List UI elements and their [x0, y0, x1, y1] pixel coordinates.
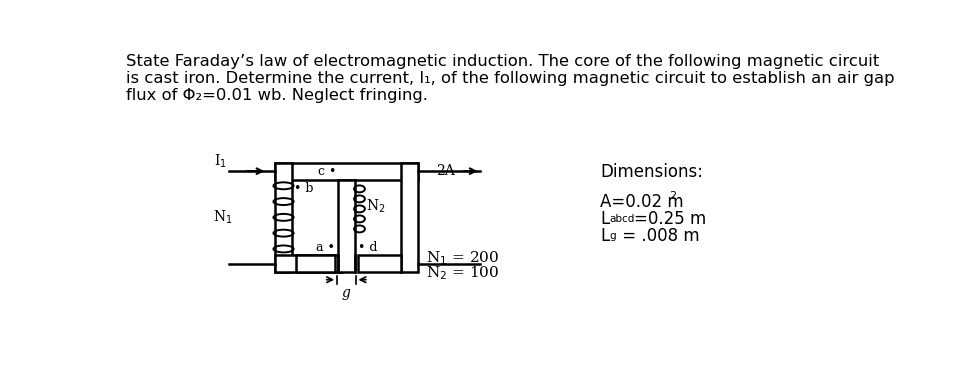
Text: • d: • d	[358, 240, 377, 254]
Text: State Faraday’s law of electromagnetic induction. The core of the following magn: State Faraday’s law of electromagnetic i…	[126, 54, 879, 69]
Text: L: L	[601, 227, 610, 245]
Text: c •: c •	[318, 165, 336, 178]
Text: N$_1$ = 200: N$_1$ = 200	[426, 249, 499, 267]
Text: g: g	[342, 286, 350, 300]
Text: =0.25 m: =0.25 m	[634, 211, 706, 229]
Text: A=0.02 m: A=0.02 m	[601, 193, 684, 211]
Bar	[275, 255, 343, 272]
Text: 2: 2	[669, 191, 676, 201]
Text: I$_1$: I$_1$	[214, 152, 227, 170]
Bar	[338, 180, 355, 272]
Text: • b: • b	[294, 182, 313, 195]
Bar	[296, 255, 335, 272]
Bar	[275, 163, 419, 180]
Bar	[358, 255, 401, 272]
Text: abcd: abcd	[609, 214, 635, 224]
Text: = .008 m: = .008 m	[616, 227, 700, 245]
Text: Dimensions:: Dimensions:	[601, 163, 704, 181]
Bar	[401, 163, 419, 272]
Bar	[275, 163, 292, 272]
Text: a •: a •	[316, 240, 335, 254]
Text: 2A: 2A	[436, 164, 455, 178]
Text: N$_2$ = 100: N$_2$ = 100	[426, 264, 499, 282]
Text: g: g	[609, 231, 615, 241]
Text: flux of Φ₂=0.01 wb. Neglect fringing.: flux of Φ₂=0.01 wb. Neglect fringing.	[126, 88, 428, 103]
Text: L: L	[601, 211, 610, 229]
Text: N$_1$: N$_1$	[213, 209, 232, 226]
Text: N$_2$: N$_2$	[367, 198, 386, 215]
Text: is cast iron. Determine the current, I₁, of the following magnetic circuit to es: is cast iron. Determine the current, I₁,…	[126, 71, 895, 86]
